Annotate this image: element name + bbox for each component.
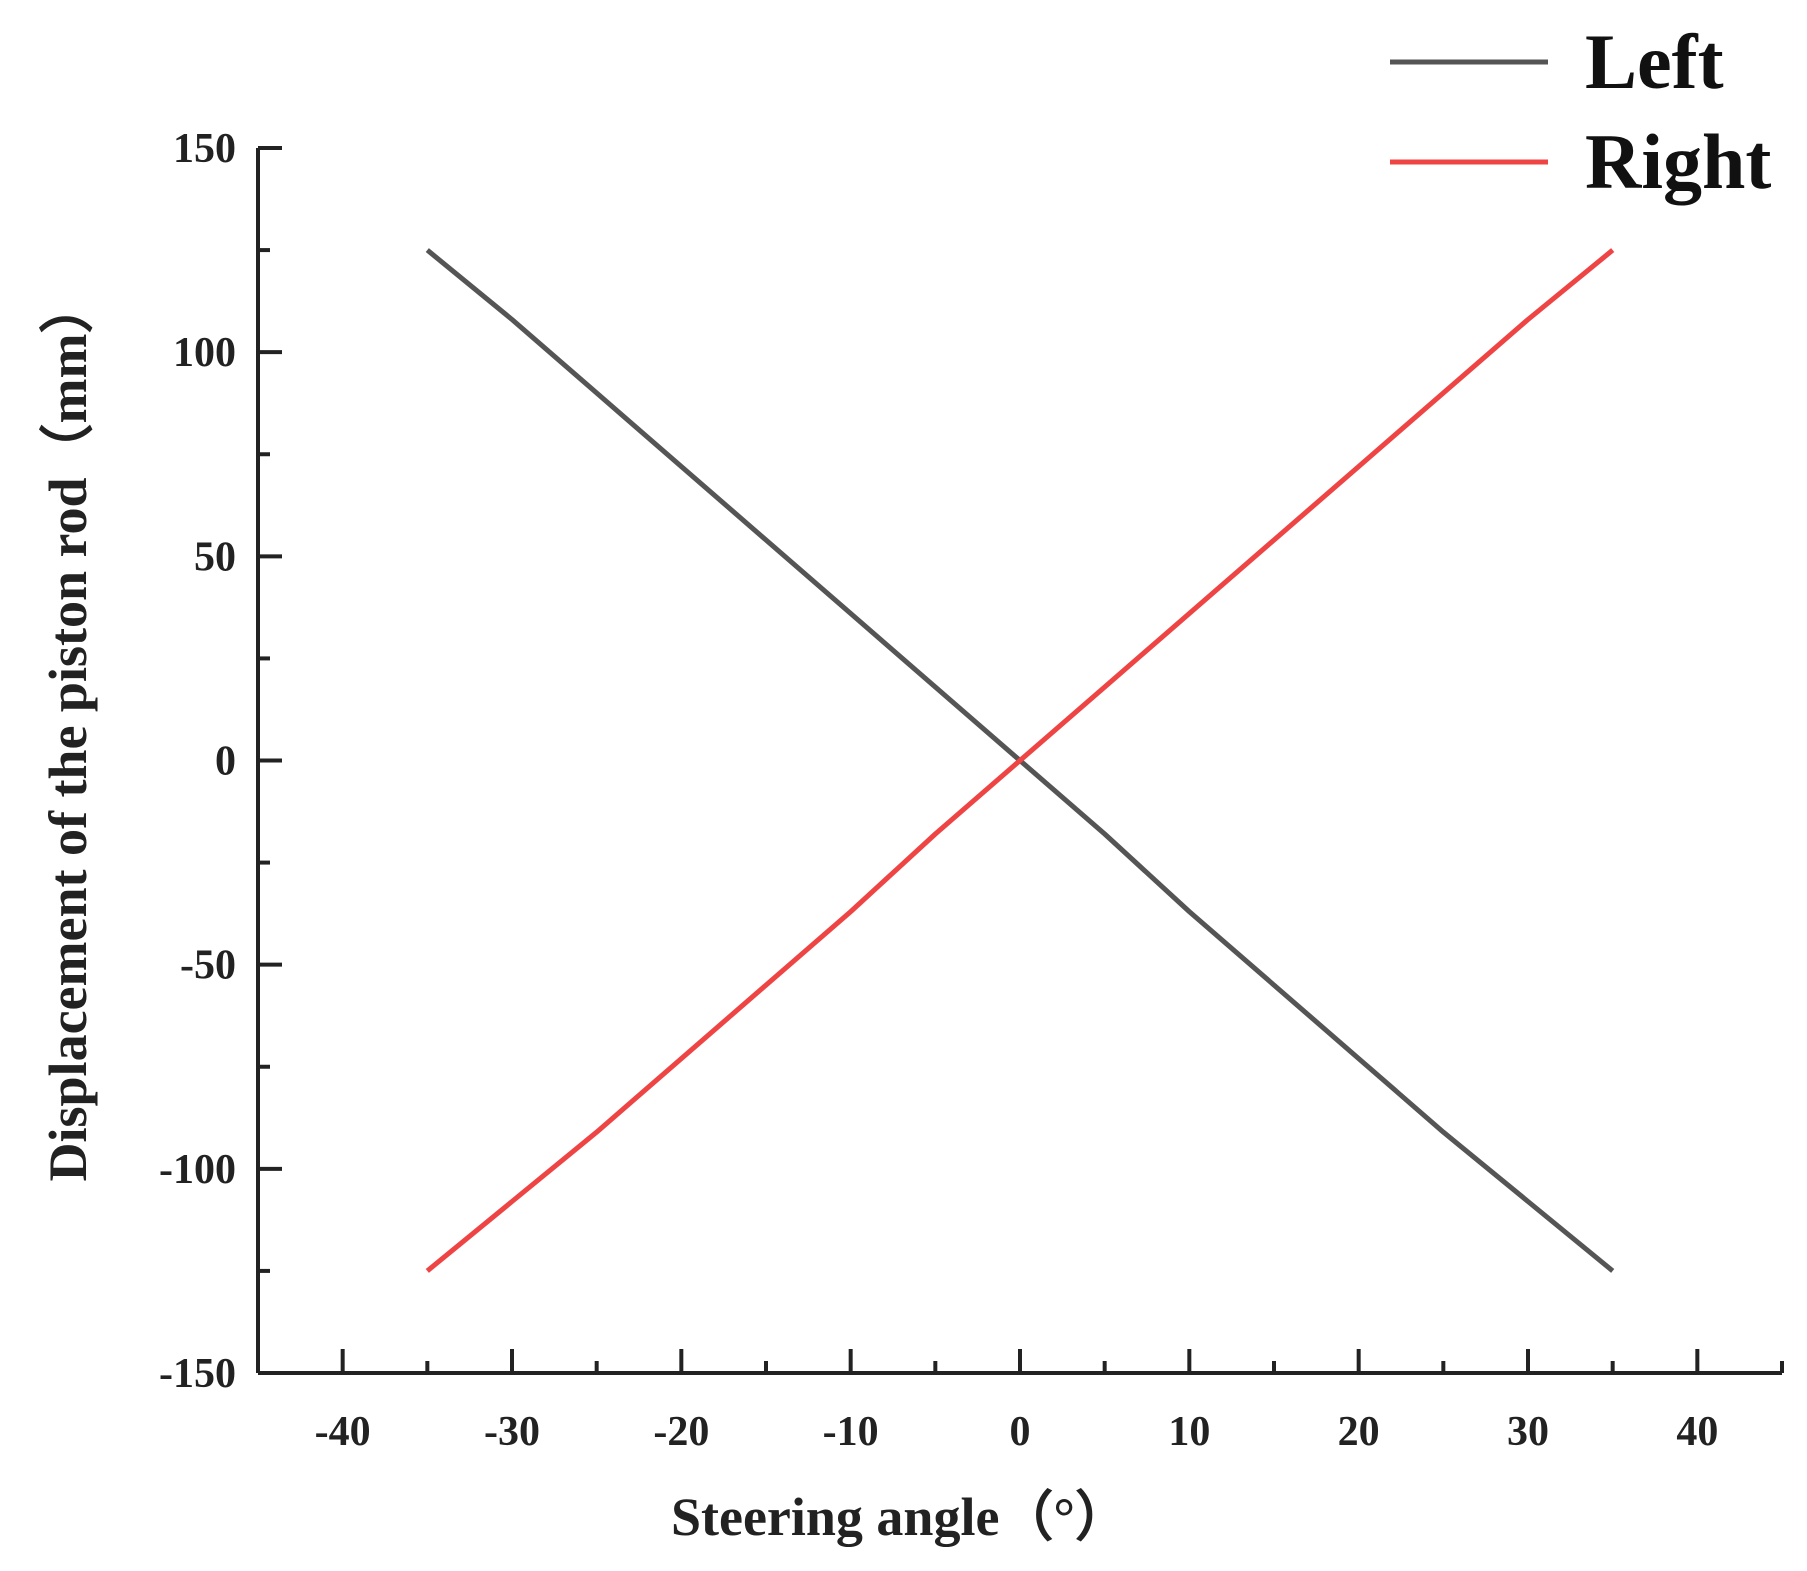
y-tick-label: 50 (194, 534, 236, 580)
x-tick-label: -30 (484, 1409, 540, 1455)
y-tick-label: -150 (159, 1351, 236, 1397)
y-tick-label: -100 (159, 1147, 236, 1193)
x-tick-label: 20 (1338, 1409, 1380, 1455)
y-tick-label: 0 (215, 739, 236, 785)
legend-label-right: Right (1585, 118, 1771, 205)
x-tick-label: 10 (1168, 1409, 1210, 1455)
x-tick-label: 0 (1010, 1409, 1031, 1455)
y-tick-label: 150 (173, 126, 236, 172)
x-tick-label: 30 (1507, 1409, 1549, 1455)
legend: Left Right (1390, 18, 1771, 205)
axes: -40 -30 -20 -10 0 10 20 30 40-150-100-5005010015… (159, 126, 1784, 1455)
legend-label-left: Left (1585, 18, 1724, 105)
x-tick-label: -10 (823, 1409, 879, 1455)
y-axis-title: Displacement of the piston rod（mm） (38, 280, 98, 1182)
series-layer (425, 248, 1615, 1273)
y-tick-label: 100 (173, 330, 236, 376)
y-tick-label: -50 (180, 943, 236, 989)
x-axis-title: Steering angle（°） (671, 1487, 1129, 1547)
series-line-right (425, 248, 1615, 1273)
x-tick-label: -20 (653, 1409, 709, 1455)
x-tick-label: -40 (315, 1409, 371, 1455)
x-tick-label: 40 (1676, 1409, 1718, 1455)
